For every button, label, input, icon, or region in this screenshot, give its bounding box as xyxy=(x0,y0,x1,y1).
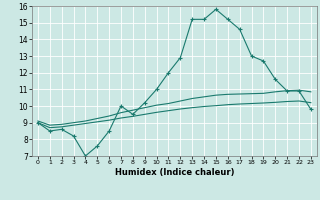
X-axis label: Humidex (Indice chaleur): Humidex (Indice chaleur) xyxy=(115,168,234,177)
